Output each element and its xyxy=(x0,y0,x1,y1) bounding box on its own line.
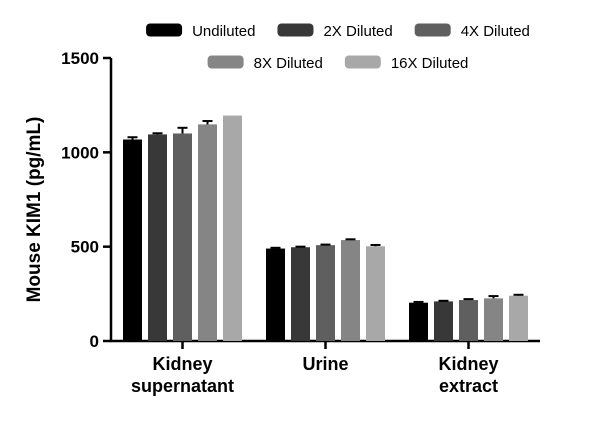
bar xyxy=(291,247,310,341)
bar xyxy=(223,115,242,341)
bar xyxy=(434,301,453,341)
y-tick-label: 1500 xyxy=(61,49,99,68)
x-category-label: extract xyxy=(439,376,498,396)
x-category-label: Kidney xyxy=(438,354,498,374)
legend: Undiluted 2X Diluted 4X Diluted 8X Diluted 1… xyxy=(146,23,530,72)
bar xyxy=(459,300,478,341)
legend-swatch xyxy=(414,23,451,37)
bar xyxy=(316,245,335,341)
bar xyxy=(366,246,385,341)
bar xyxy=(341,240,360,341)
x-category-label: Urine xyxy=(302,354,348,374)
x-category-label: supernatant xyxy=(131,376,234,396)
bar xyxy=(123,139,142,341)
y-axis-title: Mouse KIM1 (pg/mL) xyxy=(24,117,45,303)
bar xyxy=(509,295,528,341)
bar xyxy=(484,298,503,341)
bar xyxy=(198,124,217,341)
legend-label: 4X Diluted xyxy=(461,23,530,40)
bars xyxy=(123,115,528,341)
y-tick-label: 500 xyxy=(71,238,99,257)
bar xyxy=(409,302,428,341)
y-tick-label: 1000 xyxy=(61,143,99,162)
legend-label: 16X Diluted xyxy=(391,55,469,72)
legend-label: Undiluted xyxy=(192,23,255,40)
bar xyxy=(148,134,167,341)
legend-swatch xyxy=(207,55,244,69)
legend-label: 2X Diluted xyxy=(323,23,392,40)
y-tick-label: 0 xyxy=(90,332,99,351)
y-ticks: 0 500 1000 1500 xyxy=(61,49,111,351)
legend-swatch xyxy=(344,55,381,69)
bar xyxy=(173,133,192,341)
x-category-label: Kidney xyxy=(152,354,212,374)
bar xyxy=(266,248,285,341)
legend-swatch xyxy=(146,23,183,37)
legend-label: 8X Diluted xyxy=(254,55,323,72)
legend-swatch xyxy=(277,23,314,37)
